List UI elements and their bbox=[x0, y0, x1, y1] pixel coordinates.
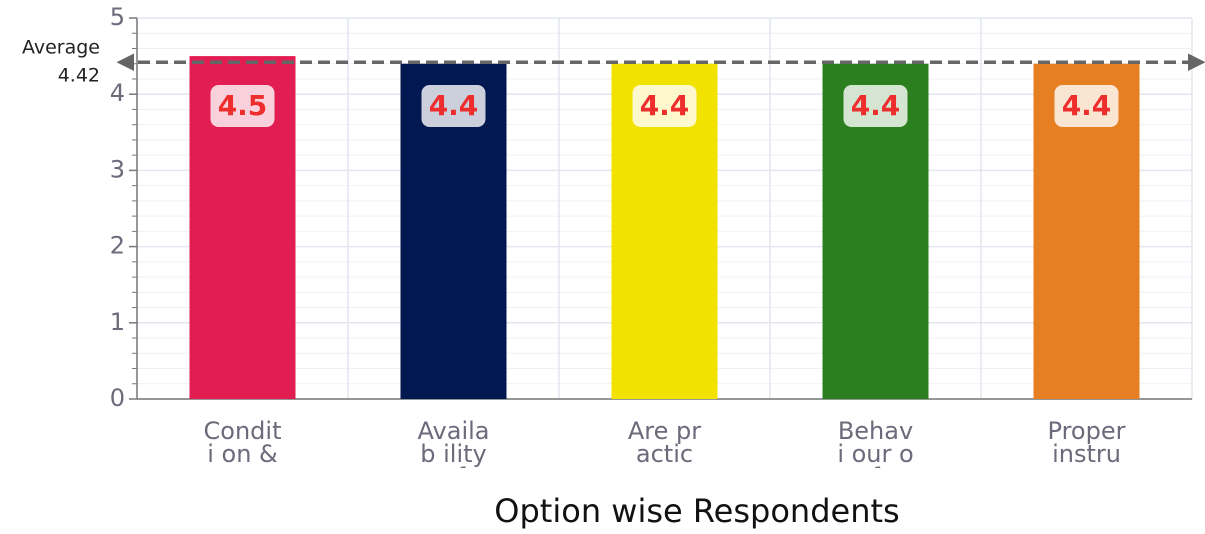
y-tick-label: 4 bbox=[110, 79, 125, 107]
y-tick-label: 1 bbox=[110, 308, 125, 336]
value-label: 4.4 bbox=[851, 89, 901, 122]
value-label-box bbox=[421, 85, 486, 127]
value-label: 4.4 bbox=[429, 89, 479, 122]
value-label: 4.4 bbox=[1062, 89, 1112, 122]
value-label-box bbox=[843, 85, 908, 127]
x-tick-label: Conditi on & bbox=[203, 420, 282, 468]
value-label-box bbox=[210, 85, 275, 127]
value-label-box bbox=[632, 85, 697, 127]
x-axis-label: Option wise Respondents bbox=[494, 492, 899, 530]
average-value: 4.42 bbox=[58, 65, 100, 87]
y-tick-label: 0 bbox=[110, 384, 125, 412]
y-tick-label: 5 bbox=[110, 3, 125, 31]
value-label: 4.5 bbox=[218, 89, 268, 122]
y-tick-label: 2 bbox=[110, 232, 125, 260]
y-tick-label: 3 bbox=[110, 155, 125, 183]
average-label: Average bbox=[22, 37, 100, 59]
value-label-box bbox=[1054, 85, 1119, 127]
x-tick-label: Are practic bbox=[627, 420, 702, 468]
x-tick-label: Proper instruc bbox=[1047, 420, 1126, 468]
x-tick-label: Behavi our of bbox=[837, 420, 914, 468]
x-tick-label: Availab ility of bbox=[417, 420, 490, 468]
value-label: 4.4 bbox=[640, 89, 690, 122]
